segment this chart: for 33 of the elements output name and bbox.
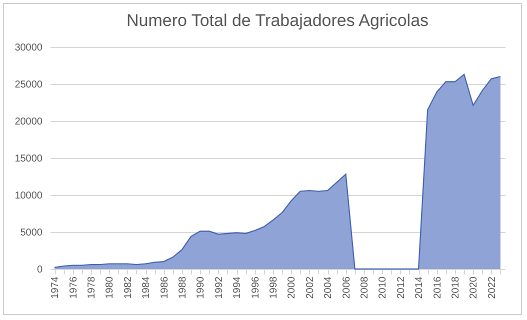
x-tick-label: 1992 bbox=[214, 276, 225, 299]
y-tick-label: 10000 bbox=[14, 190, 43, 202]
x-tick-label: 2022 bbox=[486, 276, 498, 299]
x-tick-label: 1982 bbox=[122, 276, 134, 299]
x-tick-label: 1976 bbox=[68, 276, 80, 299]
y-tick-label: 5000 bbox=[20, 228, 43, 238]
x-tick-label: 2010 bbox=[378, 276, 389, 299]
x-tick-label: 1990 bbox=[196, 276, 207, 299]
y-tick-label: 20000 bbox=[14, 116, 43, 128]
x-tick-label: 2008 bbox=[359, 276, 370, 299]
x-tick-label: 1986 bbox=[159, 276, 170, 299]
x-tick-label: 1984 bbox=[141, 276, 152, 299]
x-tick-label: 2006 bbox=[341, 276, 352, 299]
x-tick-label: 1974 bbox=[50, 276, 62, 299]
y-tick-label: 25000 bbox=[14, 80, 43, 90]
x-tick-label: 1978 bbox=[86, 276, 98, 299]
x-tick-label: 2020 bbox=[468, 276, 480, 299]
x-tick-label: 2004 bbox=[323, 276, 334, 299]
x-tick-label: 1994 bbox=[232, 276, 244, 299]
x-tick-label: 2016 bbox=[432, 276, 444, 299]
x-tick-label: 1980 bbox=[104, 276, 116, 299]
x-tick-label: 2018 bbox=[450, 276, 462, 299]
x-tick-label: 1988 bbox=[177, 276, 188, 299]
x-tick-label: 2000 bbox=[286, 276, 298, 299]
x-tick-label: 2014 bbox=[414, 276, 426, 299]
chart-title: Numero Total de Trabajadores Agricolas bbox=[126, 11, 429, 30]
x-tick-label: 1998 bbox=[268, 276, 280, 299]
y-tick-label: 0 bbox=[36, 264, 43, 276]
x-tick-label: 1996 bbox=[250, 276, 262, 299]
y-tick-label: 30000 bbox=[14, 42, 43, 54]
y-tick-label: 15000 bbox=[14, 154, 43, 164]
x-tick-label: 2012 bbox=[396, 276, 407, 299]
x-tick-label: 2002 bbox=[304, 276, 316, 299]
